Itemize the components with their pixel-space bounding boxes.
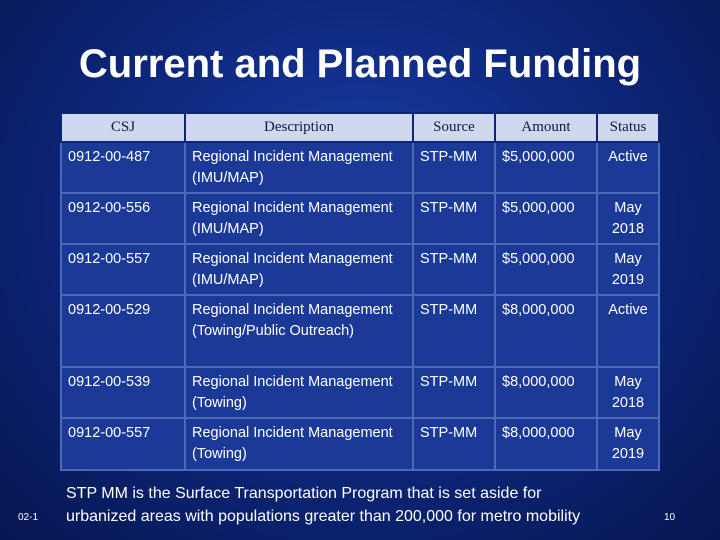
table-cell: $5,000,000 bbox=[494, 192, 598, 245]
table-cell: STP-MM bbox=[412, 294, 496, 368]
page-number: 10 bbox=[664, 512, 676, 523]
column-header: Status bbox=[596, 112, 660, 143]
table-row: 0912-00-487 Regional Incident Management … bbox=[60, 141, 660, 194]
table-row: 0912-00-557 Regional Incident Management … bbox=[60, 417, 660, 471]
table-cell: 0912-00-556 bbox=[60, 192, 186, 245]
table-cell: Regional Incident Management (Towing) bbox=[184, 417, 414, 471]
table-cell: 0912-00-557 bbox=[60, 417, 186, 471]
table-cell: Regional Incident Management (IMU/MAP) bbox=[184, 243, 414, 296]
table-cell: May 2019 bbox=[596, 417, 660, 471]
table-cell: 0912-00-539 bbox=[60, 366, 186, 419]
table-cell: May 2018 bbox=[596, 366, 660, 419]
note-line: STP MM is the Surface Transportation Pro… bbox=[66, 485, 542, 502]
slide-title: Current and Planned Funding bbox=[78, 42, 642, 86]
table-cell: STP-MM bbox=[412, 192, 496, 245]
table-cell: STP-MM bbox=[412, 141, 496, 194]
table-cell: $8,000,000 bbox=[494, 366, 598, 419]
column-header: Description bbox=[184, 112, 414, 143]
table-cell: Regional Incident Management (Towing) bbox=[184, 366, 414, 419]
column-header: CSJ bbox=[60, 112, 186, 143]
table-row: 0912-00-539 Regional Incident Management … bbox=[60, 366, 660, 419]
table-cell: Regional Incident Management (Towing/Pub… bbox=[184, 294, 414, 368]
table-cell: Regional Incident Management (IMU/MAP) bbox=[184, 192, 414, 245]
table-cell: Regional Incident Management (IMU/MAP) bbox=[184, 141, 414, 194]
table-cell: $5,000,000 bbox=[494, 141, 598, 194]
table-cell: STP-MM bbox=[412, 417, 496, 471]
note-line: urbanized areas with populations greater… bbox=[66, 508, 581, 525]
table-row: 0912-00-557 Regional Incident Management … bbox=[60, 243, 660, 296]
funding-table: CSJ Description Source Amount Status 0912-00… bbox=[60, 112, 660, 471]
table-cell: May 2018 bbox=[596, 192, 660, 245]
footer-date: 02-1 bbox=[18, 512, 39, 523]
table-row: 0912-00-556 Regional Incident Management … bbox=[60, 192, 660, 245]
table-cell: STP-MM bbox=[412, 366, 496, 419]
table-row: 0912-00-529 Regional Incident Management … bbox=[60, 294, 660, 368]
column-header: Amount bbox=[494, 112, 598, 143]
header-row: CSJ Description Source Amount Status bbox=[60, 112, 660, 143]
table-cell: STP-MM bbox=[412, 243, 496, 296]
table-cell: $5,000,000 bbox=[494, 243, 598, 296]
column-header: Source bbox=[412, 112, 496, 143]
table-cell: Active bbox=[596, 294, 660, 368]
table-cell: 0912-00-487 bbox=[60, 141, 186, 194]
table-cell: 0912-00-557 bbox=[60, 243, 186, 296]
table-cell: 0912-00-529 bbox=[60, 294, 186, 368]
table-cell: $8,000,000 bbox=[494, 417, 598, 471]
table-cell: $8,000,000 bbox=[494, 294, 598, 368]
table-cell: Active bbox=[596, 141, 660, 194]
table-cell: May 2019 bbox=[596, 243, 660, 296]
